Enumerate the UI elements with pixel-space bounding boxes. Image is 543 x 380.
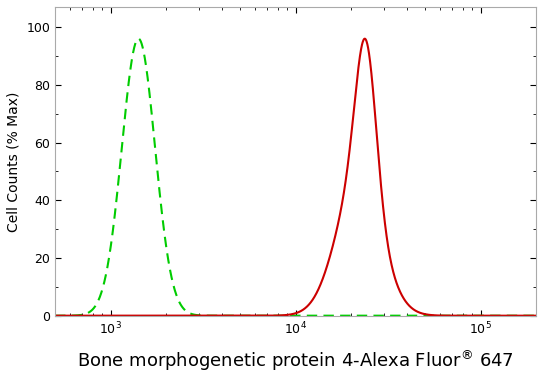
X-axis label: Bone morphogenetic protein 4-Alexa Fluor$^{®}$ 647: Bone morphogenetic protein 4-Alexa Fluor… bbox=[77, 348, 514, 373]
Y-axis label: Cell Counts (% Max): Cell Counts (% Max) bbox=[7, 91, 21, 231]
